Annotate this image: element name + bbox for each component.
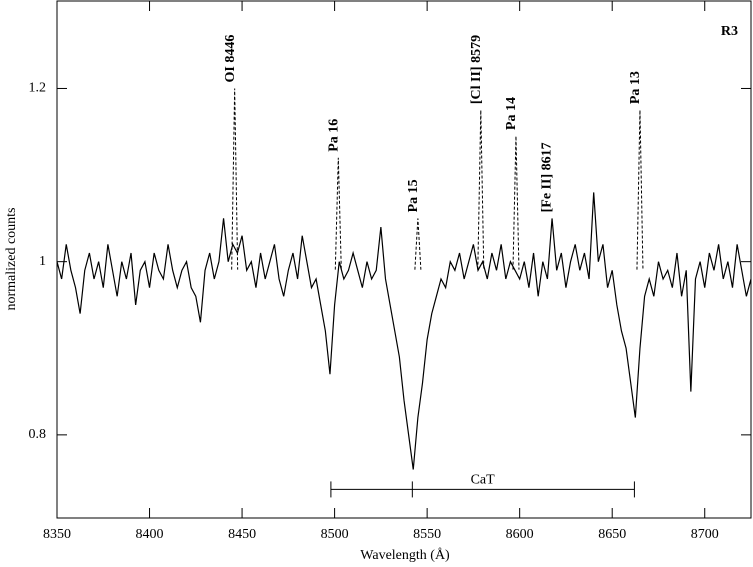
- bracket-label: CaT: [471, 473, 496, 488]
- line-label: [Cl II] 8579: [469, 35, 484, 104]
- y-tick-label: 1.2: [29, 81, 47, 96]
- line-label: OI 8446: [223, 35, 238, 83]
- panel-label: R3: [721, 24, 738, 39]
- y-tick-label: 0.8: [29, 427, 47, 442]
- emission-line: [636, 110, 644, 270]
- emission-line: [334, 157, 342, 270]
- x-tick-label: 8700: [691, 527, 719, 542]
- x-tick-label: 8550: [413, 527, 441, 542]
- spectrum-line: [56, 192, 752, 470]
- x-tick-label: 8600: [506, 527, 534, 542]
- emission-line: [231, 88, 239, 270]
- line-label: Pa 15: [406, 179, 421, 212]
- line-label: Pa 16: [327, 119, 342, 152]
- x-tick-label: 8400: [136, 527, 164, 542]
- emission-line: [414, 218, 422, 270]
- y-axis-label: normalized counts: [4, 207, 19, 310]
- x-axis-label: Wavelength (Å): [360, 547, 450, 563]
- line-label: [Fe II] 8617: [539, 142, 554, 212]
- x-tick-label: 8350: [43, 527, 71, 542]
- plot-frame: [56, 0, 752, 519]
- line-label: Pa 14: [504, 97, 519, 130]
- x-tick-label: 8500: [321, 527, 349, 542]
- emission-line: [477, 110, 485, 270]
- line-label: Pa 13: [628, 71, 643, 104]
- x-tick-label: 8650: [598, 527, 626, 542]
- emission-line: [512, 136, 520, 270]
- x-tick-label: 8450: [228, 527, 256, 542]
- y-tick-label: 1: [39, 254, 46, 269]
